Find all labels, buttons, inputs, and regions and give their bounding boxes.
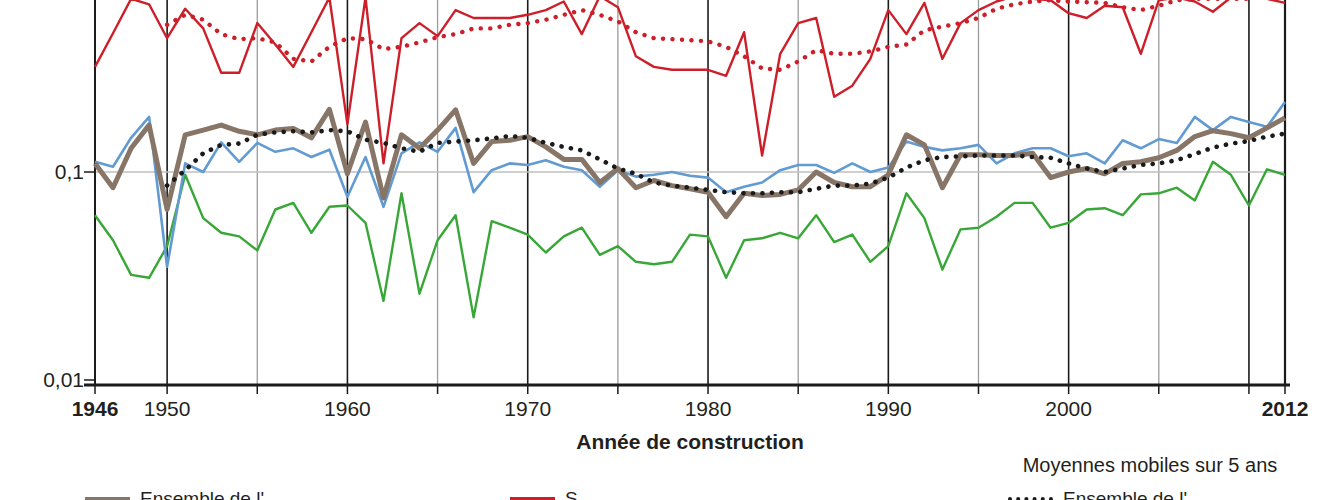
series-red-solid — [95, 0, 1285, 163]
chart-svg — [0, 0, 1320, 500]
x-tick-label-1970: 1970 — [504, 397, 551, 421]
x-tick-label-1960: 1960 — [324, 397, 371, 421]
x-tick-label-1980: 1980 — [685, 397, 732, 421]
legend-label: Ensemble de l'… — [1063, 488, 1206, 500]
y-tick-label-0-01: 0,01 — [14, 368, 84, 392]
x-tick-label-1946: 1946 — [72, 397, 119, 421]
moving-average-note: Moyennes mobiles sur 5 ans — [1000, 454, 1300, 477]
series-blue-solid — [95, 102, 1285, 267]
x-tick-label-2012: 2012 — [1262, 397, 1309, 421]
x-tick-label-2000: 2000 — [1045, 397, 1092, 421]
chart-canvas — [0, 0, 1320, 500]
y-tick-label-0-1: 0,1 — [14, 160, 84, 184]
legend-label: S… — [565, 488, 597, 500]
series-green-solid — [95, 162, 1285, 318]
legend-label: Ensemble de l'… — [140, 488, 283, 500]
x-tick-label-1990: 1990 — [865, 397, 912, 421]
x-axis-title: Année de construction — [440, 430, 940, 454]
x-tick-label-1950: 1950 — [144, 397, 191, 421]
chart-figure: 0,1 0,01 1946 1950 1960 1970 1980 1990 2000 201… — [0, 0, 1320, 500]
